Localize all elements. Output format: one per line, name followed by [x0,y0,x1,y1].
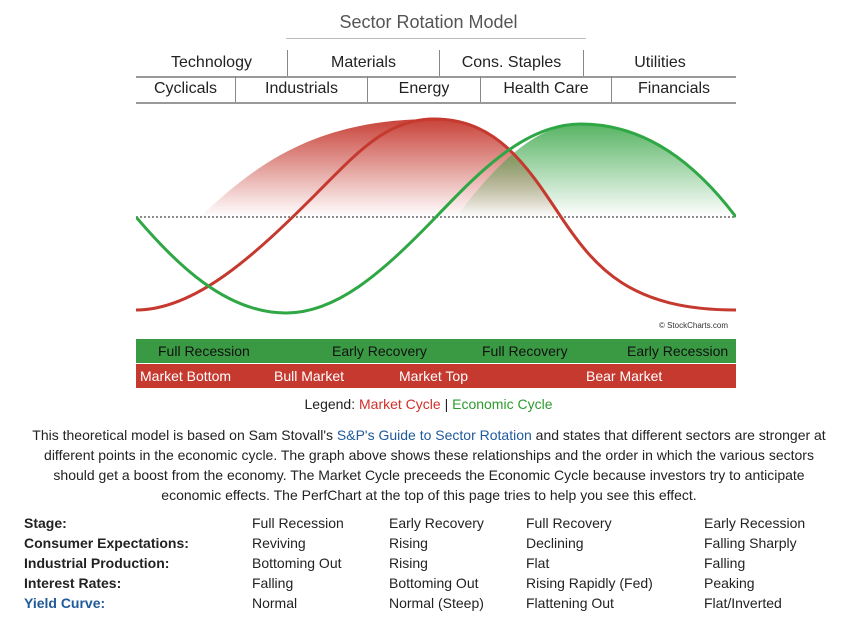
sector-rotation-guide-link[interactable]: S&P's Guide to Sector Rotation [336,427,532,443]
market-cycle-line [136,117,736,312]
legend: Legend: Market Cycle | Economic Cycle [0,396,857,412]
row-label-consumer-expectations: Consumer Expectations: [24,535,189,551]
market-phase-band: Market Bottom Bull Market Market Top Bea… [136,364,736,388]
table-cell: Peaking [704,575,755,591]
phase-bear-market: Bear Market [586,368,663,384]
sector-label-technology: Technology [136,50,288,76]
table-row: Consumer Expectations: Reviving Rising D… [24,533,834,553]
table-cell: Falling Sharply [704,535,797,551]
description-part-1: This theoretical model is based on Sam S… [32,427,337,443]
yield-curve-link[interactable]: Yield Curve: [24,595,106,611]
table-cell: Rising Rapidly (Fed) [526,575,653,591]
sector-label-health-care: Health Care [481,76,612,102]
economic-cycle-line [136,122,736,315]
phase-full-recovery: Full Recovery [482,343,568,359]
row-label-industrial-production: Industrial Production: [24,555,170,571]
phase-early-recovery: Early Recovery [332,343,427,359]
sector-label-cons-staples: Cons. Staples [440,50,584,76]
table-cell: Falling [704,555,746,571]
sector-row-bottom: Cyclicals Industrials Energy Health Care… [136,76,736,104]
sector-label-utilities: Utilities [634,54,686,71]
market-cycle-fill [200,119,561,217]
legend-market-cycle: Market Cycle [359,396,441,412]
table-cell: Reviving [252,535,306,551]
phase-early-recession: Early Recession [627,343,729,359]
table-row: Yield Curve: Normal Normal (Steep) Flatt… [24,593,834,613]
row-label-interest-rates: Interest Rates: [24,575,122,591]
table-row: Industrial Production: Bottoming Out Ris… [24,553,834,573]
cycle-chart: © StockCharts.com [136,117,736,330]
stages-table: Stage: Full Recession Early Recovery Ful… [24,513,834,613]
phase-market-bottom: Market Bottom [140,368,232,384]
title-divider [286,38,586,39]
description-paragraph: This theoretical model is based on Sam S… [22,425,836,505]
sector-label-cyclicals: Cyclicals [136,76,236,102]
table-row: Interest Rates: Falling Bottoming Out Ri… [24,573,834,593]
page-title: Sector Rotation Model [339,12,518,32]
sector-label-energy: Energy [368,76,481,102]
table-cell: Flat [526,555,550,571]
table-cell: Early Recession [704,515,806,531]
phase-full-recession: Full Recession [158,343,250,359]
table-cell: Early Recovery [389,515,484,531]
table-cell: Normal [252,595,298,611]
table-cell: Rising [389,555,428,571]
table-cell: Rising [389,535,428,551]
table-cell: Flat/Inverted [704,595,782,611]
table-row: Stage: Full Recession Early Recovery Ful… [24,513,834,533]
table-cell: Bottoming Out [389,575,479,591]
sector-label-materials: Materials [288,50,440,76]
description-part-2: and states that different sectors are st… [44,427,826,503]
sector-label-financials: Financials [637,80,711,97]
table-cell: Full Recovery [526,515,612,531]
table-cell: Normal (Steep) [389,595,484,611]
phase-market-top: Market Top [399,368,468,384]
legend-prefix: Legend: [304,396,356,412]
legend-separator: | [444,396,449,412]
row-label-stage: Stage: [24,515,67,531]
table-cell: Flattening Out [526,595,614,611]
economic-phase-band: Full Recession Early Recovery Full Recov… [136,339,736,363]
economic-cycle-fill [456,124,736,217]
table-cell: Full Recession [252,515,344,531]
legend-economic-cycle: Economic Cycle [452,396,553,412]
sector-row-top: Technology Materials Cons. Staples Utili… [136,50,736,78]
table-cell: Declining [526,535,584,551]
sector-label-industrials: Industrials [236,76,368,102]
phase-bull-market: Bull Market [274,368,345,384]
copyright-note: © StockCharts.com [659,321,728,330]
table-cell: Falling [252,575,294,591]
table-cell: Bottoming Out [252,555,342,571]
